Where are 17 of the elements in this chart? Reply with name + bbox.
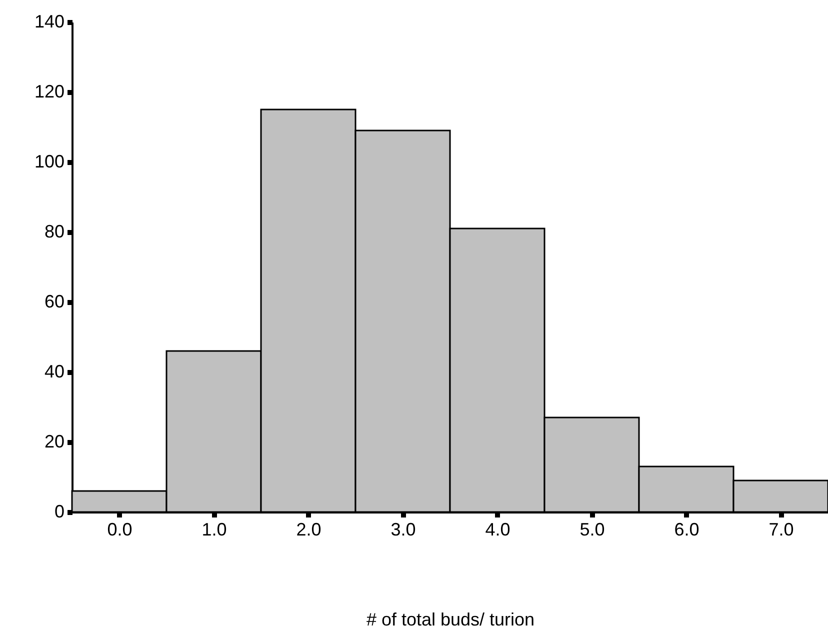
x-tick-label: 5.0 <box>580 520 605 540</box>
x-axis-title: # of total buds/ turion <box>366 610 535 630</box>
y-tick-label: 140 <box>34 12 64 32</box>
x-tick-label: 3.0 <box>390 520 416 540</box>
x-tick-label: 6.0 <box>674 520 700 540</box>
x-tick-label: 7.0 <box>768 520 794 540</box>
y-tick-label: 120 <box>34 82 64 102</box>
y-tick-label: 0 <box>54 502 64 522</box>
y-tick-label: 20 <box>44 432 64 452</box>
y-tick-label: 80 <box>44 222 64 242</box>
x-tick-label: 1.0 <box>202 520 227 540</box>
y-tick-label: 40 <box>44 362 64 382</box>
x-tick-label: 2.0 <box>296 520 322 540</box>
y-tick-label: 60 <box>44 292 64 312</box>
x-tick-label: 4.0 <box>485 520 510 540</box>
x-tick-label: 0.0 <box>107 520 132 540</box>
y-tick-label: 100 <box>34 152 64 172</box>
